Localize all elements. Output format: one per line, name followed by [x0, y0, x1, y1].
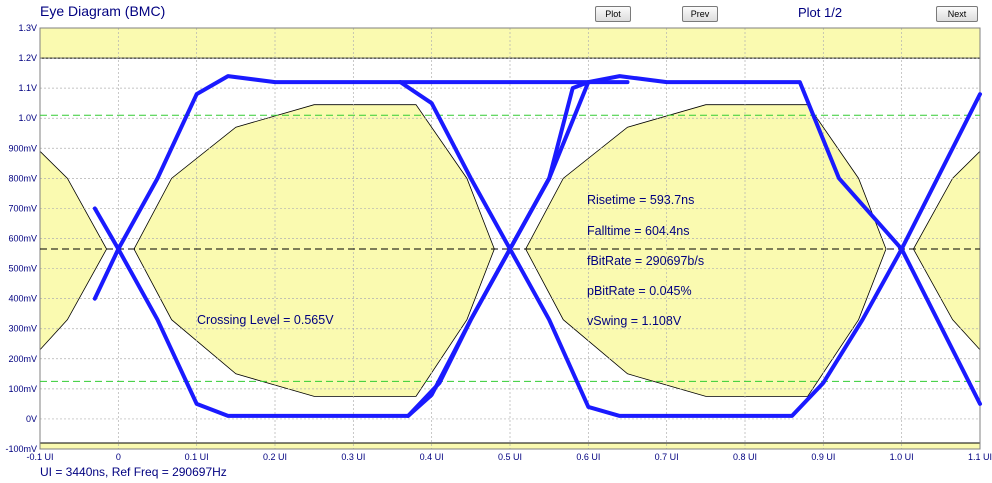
- trace-4: [406, 80, 591, 418]
- measurements: Crossing Level = 0.565V Risetime = 593.7…: [197, 193, 704, 328]
- pbitrate-label: pBitRate = 0.045%: [587, 284, 692, 298]
- footer-info: UI = 3440ns, Ref Freq = 290697Hz: [40, 465, 227, 479]
- fbitrate-label: fBitRate = 290697b/s: [587, 254, 704, 268]
- y-tick-label: 400mV: [8, 294, 37, 304]
- x-tick-label: 0.6 UI: [576, 452, 600, 462]
- x-tick-label: 0.5 UI: [498, 452, 522, 462]
- risetime-label: Risetime = 593.7ns: [587, 193, 694, 207]
- y-tick-label: 800mV: [8, 173, 37, 183]
- mask-center-left: [39, 150, 108, 351]
- y-tick-label: 200mV: [8, 354, 37, 364]
- x-tick-label: 1.1 UI: [968, 452, 992, 462]
- x-tick-label: 0.2 UI: [263, 452, 287, 462]
- x-tick-label: 0.4 UI: [420, 452, 444, 462]
- y-tick-label: 1.0V: [18, 113, 37, 123]
- y-tick-label: 1.1V: [18, 83, 37, 93]
- x-tick-label: 0.1 UI: [185, 452, 209, 462]
- prev-button[interactable]: Prev: [682, 6, 718, 22]
- chart-title: Eye Diagram (BMC): [40, 3, 166, 19]
- x-tick-label: 0.9 UI: [811, 452, 835, 462]
- eye-traces: [92, 74, 982, 418]
- next-button[interactable]: Next: [936, 6, 978, 22]
- y-tick-label: 1.3V: [18, 23, 37, 33]
- y-tick-label: 500mV: [8, 264, 37, 274]
- y-tick-label: 600mV: [8, 234, 37, 244]
- falltime-label: Falltime = 604.4ns: [587, 224, 689, 238]
- x-tick-label: 0.3 UI: [341, 452, 365, 462]
- plot-frame: [39, 27, 981, 450]
- trace-1: [92, 74, 982, 301]
- y-tick-label: 1.2V: [18, 53, 37, 63]
- y-tick-label: 900mV: [8, 143, 37, 153]
- vswing-label: vSwing = 1.108V: [587, 314, 682, 328]
- x-tick-label: 0.8 UI: [733, 452, 757, 462]
- mask-center-right: [912, 150, 981, 351]
- plot-button[interactable]: Plot: [595, 6, 631, 22]
- x-tick-label: -0.1 UI: [26, 452, 53, 462]
- x-tick-label: 0.7 UI: [655, 452, 679, 462]
- y-tick-label: 700mV: [8, 203, 37, 213]
- y-tick-label: -100mV: [5, 444, 37, 454]
- x-tick-label: 0: [116, 452, 121, 462]
- mask-eye-2: [525, 104, 887, 397]
- grid: [39, 27, 981, 450]
- y-tick-label: 100mV: [8, 384, 37, 394]
- plot-indicator: Plot 1/2: [798, 5, 843, 20]
- axis-ticks: 1.3V 1.2V 1.1V 1.0V 900mV 800mV 700mV 600mV 500m…: [5, 23, 992, 462]
- y-tick-label: 300mV: [8, 324, 37, 334]
- crossing-level-label: Crossing Level = 0.565V: [197, 313, 334, 327]
- x-tick-label: 1.0 UI: [890, 452, 914, 462]
- y-tick-label: 0V: [26, 414, 37, 424]
